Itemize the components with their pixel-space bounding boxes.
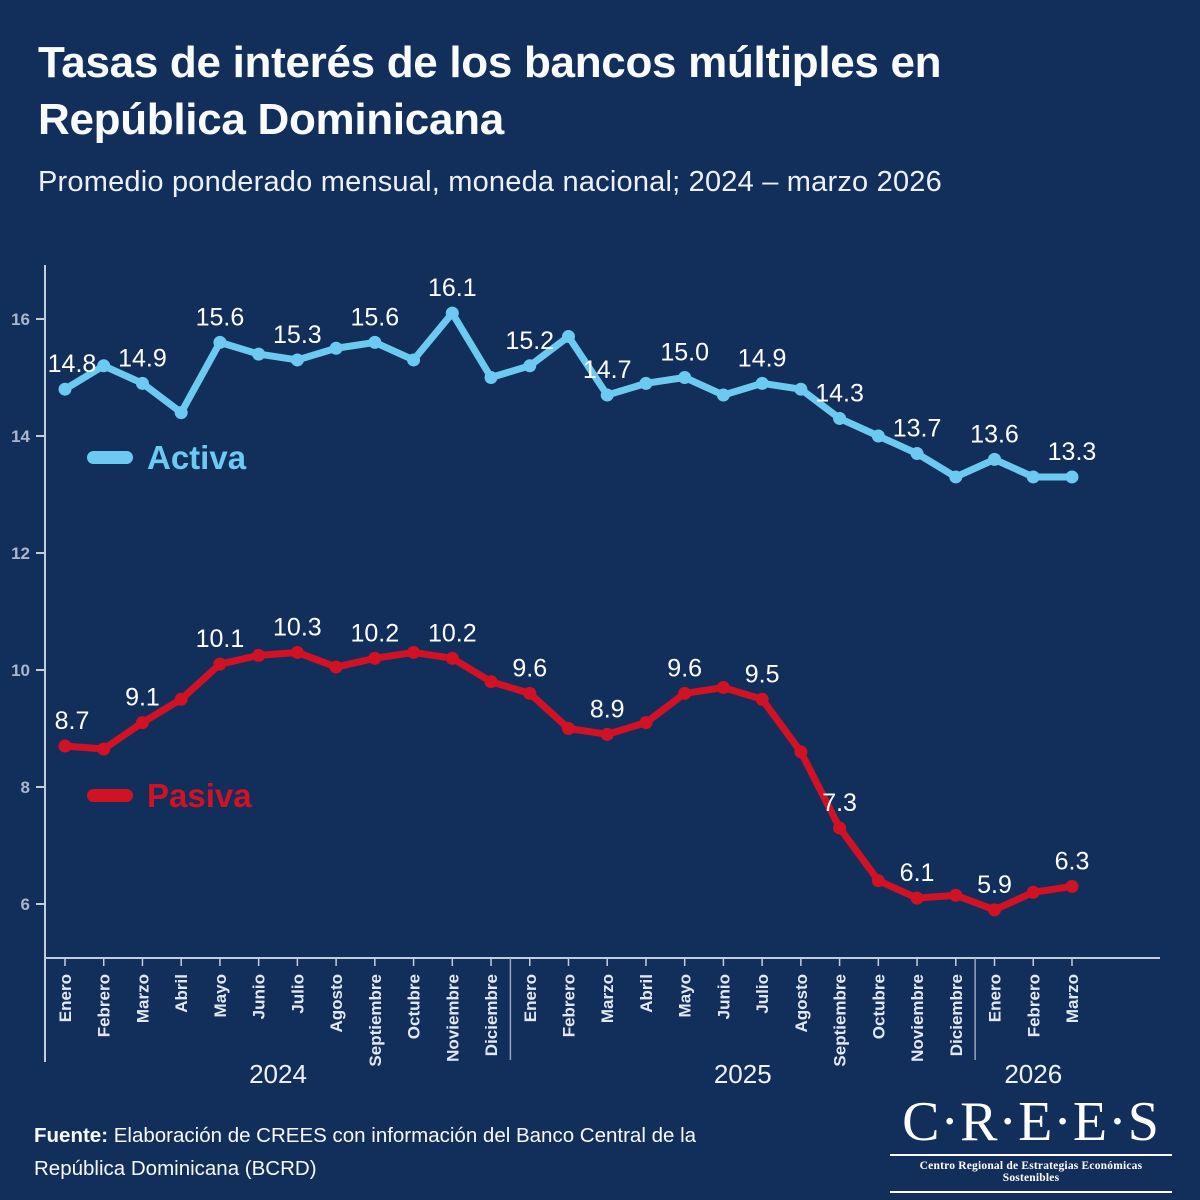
svg-text:Junio: Junio xyxy=(714,974,733,1019)
svg-text:2024: 2024 xyxy=(249,1059,307,1089)
svg-text:Marzo: Marzo xyxy=(1063,974,1082,1023)
svg-text:10.2: 10.2 xyxy=(351,619,400,647)
axes: 16 14 12 10 8 6 Enero Febrero Marzo Abril Mayo Juni… xyxy=(11,265,1160,1089)
svg-text:15.6: 15.6 xyxy=(196,303,245,331)
svg-text:14.9: 14.9 xyxy=(738,344,787,372)
svg-text:Junio: Junio xyxy=(250,974,269,1019)
svg-text:Diciembre: Diciembre xyxy=(482,974,501,1056)
svg-text:14.7: 14.7 xyxy=(583,356,632,384)
svg-text:5.9: 5.9 xyxy=(977,871,1012,899)
interest-rates-line-chart: 16 14 12 10 8 6 Enero Febrero Marzo Abril Mayo Juni… xyxy=(11,265,1160,1089)
logo-rule-top xyxy=(890,1154,1172,1156)
activa-line-swatch xyxy=(87,451,133,464)
svg-text:10.3: 10.3 xyxy=(273,613,322,641)
svg-text:Octubre: Octubre xyxy=(869,974,888,1039)
svg-text:Febrero: Febrero xyxy=(559,974,578,1037)
source-text: Elaboración de CREES con información del… xyxy=(34,1124,697,1180)
svg-text:14.9: 14.9 xyxy=(118,344,167,372)
svg-text:15.2: 15.2 xyxy=(505,327,554,355)
series-activa: 14.8 14.9 15.6 15.3 15.6 16.1 15.2 14.7 15.0 14.9… xyxy=(48,274,1097,484)
page-subtitle: Promedio ponderado mensual, moneda nacio… xyxy=(38,166,942,199)
svg-text:7.3: 7.3 xyxy=(822,789,857,817)
svg-text:13.6: 13.6 xyxy=(970,420,1019,448)
svg-text:Abril: Abril xyxy=(172,974,191,1013)
crees-logo-caption: Centro Regional de Estrategias Económica… xyxy=(919,1160,1143,1184)
title-block: Tasas de interés de los bancos múltiples… xyxy=(38,34,1138,199)
svg-text:Febrero: Febrero xyxy=(1024,974,1043,1037)
svg-text:Marzo: Marzo xyxy=(598,974,617,1023)
svg-text:Diciembre: Diciembre xyxy=(947,974,966,1056)
svg-text:Septiembre: Septiembre xyxy=(831,974,850,1067)
svg-text:9.6: 9.6 xyxy=(512,654,547,682)
svg-text:Agosto: Agosto xyxy=(792,974,811,1033)
svg-text:Mayo: Mayo xyxy=(211,974,230,1017)
svg-text:9.6: 9.6 xyxy=(667,654,702,682)
source-note: Fuente: Elaboración de CREES con informa… xyxy=(34,1120,779,1186)
svg-text:12: 12 xyxy=(11,544,30,563)
svg-text:2026: 2026 xyxy=(1004,1059,1062,1089)
svg-text:14.3: 14.3 xyxy=(815,379,864,407)
svg-text:Julio: Julio xyxy=(753,974,772,1014)
crees-logo-wordmark: C·R·E·E·S xyxy=(902,1091,1160,1153)
svg-text:Septiembre: Septiembre xyxy=(366,974,385,1067)
svg-text:Noviembre: Noviembre xyxy=(443,974,462,1062)
svg-text:15.6: 15.6 xyxy=(351,303,400,331)
svg-text:13.3: 13.3 xyxy=(1048,438,1097,466)
page-title: Tasas de interés de los bancos múltiples… xyxy=(38,38,942,145)
svg-text:6.1: 6.1 xyxy=(900,859,935,887)
svg-text:10.2: 10.2 xyxy=(428,619,477,647)
svg-text:Mayo: Mayo xyxy=(676,974,695,1017)
svg-text:Enero: Enero xyxy=(56,974,75,1022)
svg-text:16: 16 xyxy=(11,310,30,329)
source-label: Fuente: xyxy=(34,1124,109,1147)
pasiva-legend-label: Pasiva xyxy=(147,777,252,814)
svg-text:15.0: 15.0 xyxy=(660,339,709,367)
svg-text:6: 6 xyxy=(21,895,30,914)
svg-text:16.1: 16.1 xyxy=(428,274,477,302)
svg-text:Enero: Enero xyxy=(521,974,540,1022)
svg-text:8: 8 xyxy=(21,778,30,797)
svg-text:6.3: 6.3 xyxy=(1055,847,1090,875)
svg-text:Marzo: Marzo xyxy=(133,974,152,1023)
svg-text:13.7: 13.7 xyxy=(893,415,942,443)
series-pasiva: 8.7 9.1 10.1 10.3 10.2 10.2 9.6 8.9 9.6 9.5 7.3 6.1… xyxy=(55,613,1090,917)
crees-logo: C·R·E·E·S Centro Regional de Estrategias… xyxy=(890,1094,1172,1193)
svg-text:8.9: 8.9 xyxy=(590,695,625,723)
activa-legend-label: Activa xyxy=(147,439,247,476)
svg-text:Agosto: Agosto xyxy=(327,974,346,1033)
svg-text:Noviembre: Noviembre xyxy=(908,974,927,1062)
svg-text:10: 10 xyxy=(11,661,30,680)
svg-text:Julio: Julio xyxy=(288,974,307,1014)
legend-pasiva: Pasiva xyxy=(87,779,252,812)
svg-text:9.5: 9.5 xyxy=(745,660,780,688)
svg-text:2025: 2025 xyxy=(714,1059,772,1089)
svg-text:Febrero: Febrero xyxy=(95,974,114,1037)
svg-text:15.3: 15.3 xyxy=(273,321,322,349)
logo-rule-bottom xyxy=(890,1191,1172,1193)
svg-text:Enero: Enero xyxy=(986,974,1005,1022)
svg-text:Octubre: Octubre xyxy=(405,974,424,1039)
svg-text:14: 14 xyxy=(11,427,30,446)
svg-text:Abril: Abril xyxy=(637,974,656,1013)
pasiva-line-swatch xyxy=(87,789,133,802)
legend-activa: Activa xyxy=(87,441,246,474)
svg-text:14.8: 14.8 xyxy=(48,350,97,378)
svg-text:8.7: 8.7 xyxy=(55,707,90,735)
svg-text:9.1: 9.1 xyxy=(125,684,160,712)
svg-text:10.1: 10.1 xyxy=(196,625,245,653)
